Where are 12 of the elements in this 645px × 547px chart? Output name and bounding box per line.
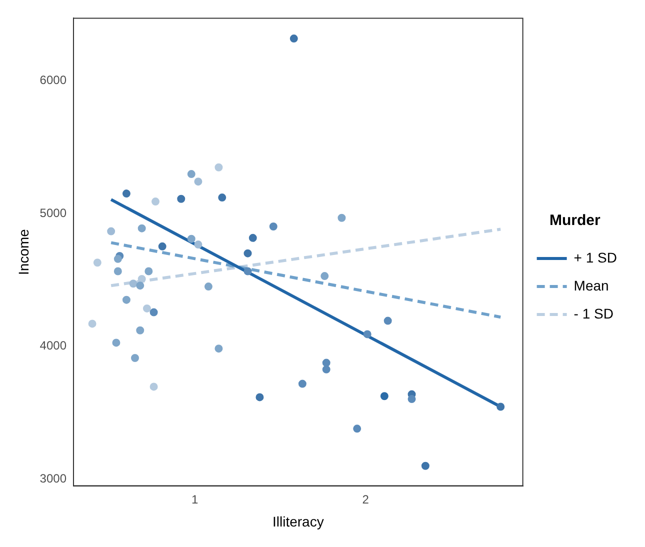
y-tick-label: 6000 [40, 72, 67, 87]
x-tick-label: 1 [191, 492, 198, 506]
legend-label: Mean [574, 277, 609, 294]
x-axis-title: Illiteracy [272, 513, 324, 530]
legend-label: - 1 SD [574, 305, 614, 322]
legend-label: + 1 SD [574, 249, 618, 266]
x-tick-label: 2 [362, 492, 370, 506]
legend-title: Murder [549, 212, 600, 230]
y-tick-label: 4000 [40, 338, 67, 353]
y-tick-label: 3000 [40, 471, 67, 486]
y-tick-label: 5000 [40, 206, 67, 220]
y-axis-title: Income [15, 228, 32, 275]
